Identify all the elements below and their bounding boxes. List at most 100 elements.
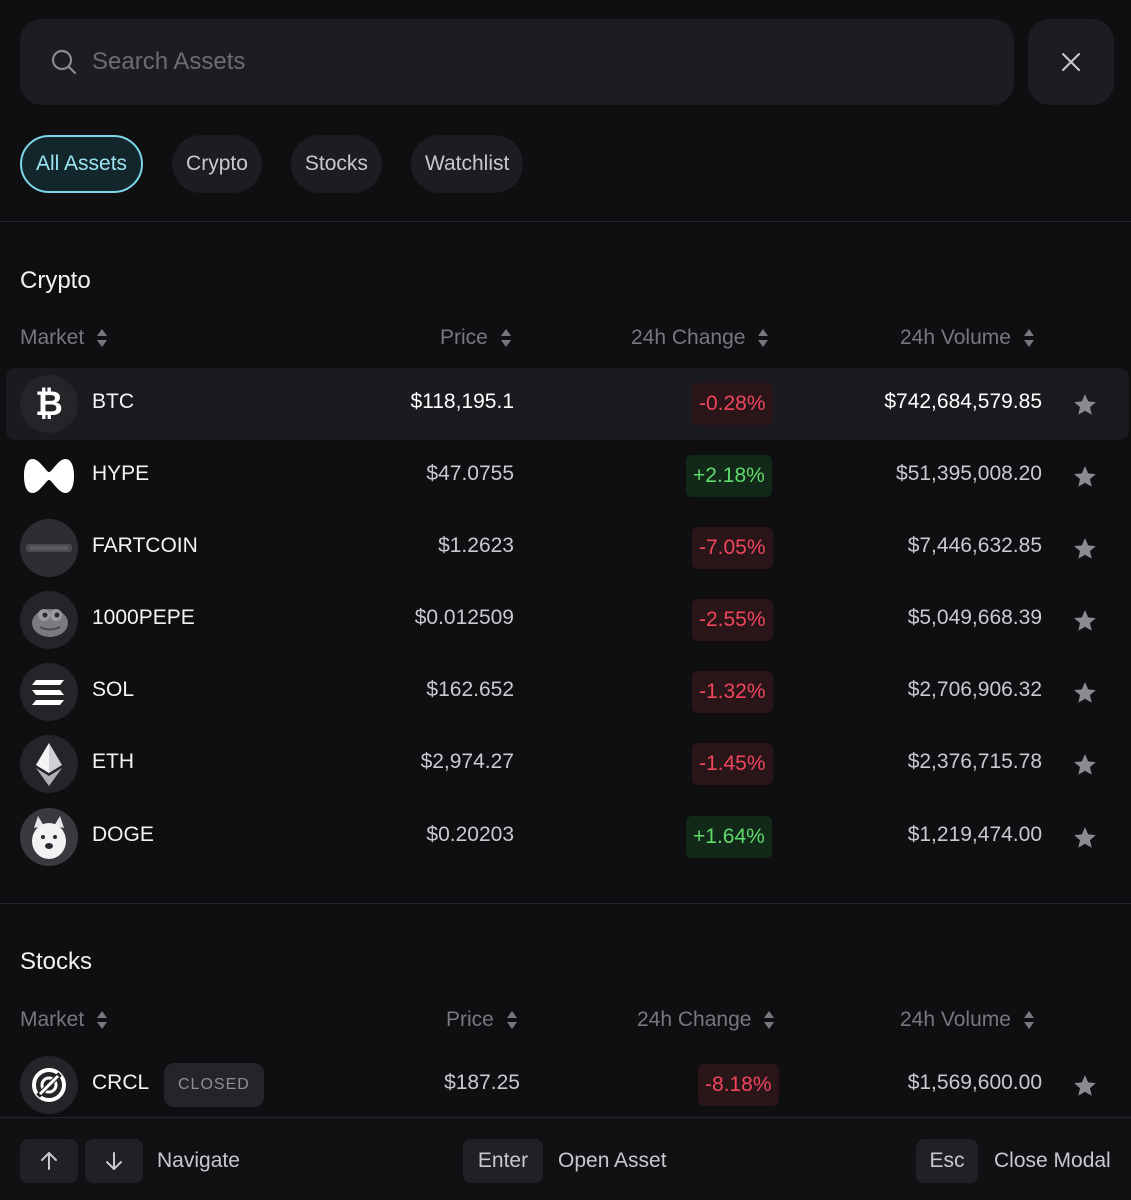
asset-volume: $1,569,600.00 [907, 1071, 1042, 1094]
section-title-crypto: Crypto [20, 267, 91, 294]
star-icon[interactable] [1072, 1073, 1098, 1099]
sort-icon [758, 329, 769, 347]
tab-crypto[interactable]: Crypto [172, 135, 262, 193]
table-row[interactable]: HYPE $47.0755 +2.18% $51,395,008.20 [6, 440, 1129, 512]
change-badge: -7.05% [692, 527, 773, 569]
change-badge: -8.18% [698, 1064, 779, 1106]
pepe-frog-icon [20, 591, 78, 649]
asset-price: $118,195.1 [410, 390, 514, 413]
hype-logo-icon [20, 447, 78, 505]
asset-symbol: CRCL [92, 1071, 150, 1094]
column-header-price[interactable]: Price [440, 326, 512, 350]
asset-price: $162.652 [426, 678, 514, 701]
asset-price: $2,974.27 [420, 750, 514, 773]
search-icon [51, 49, 77, 75]
column-header-label: Price [446, 1008, 494, 1031]
filter-tabs: All Assets Crypto Stocks Watchlist [20, 135, 552, 193]
search-box[interactable] [20, 19, 1014, 105]
change-badge: +1.64% [686, 816, 772, 858]
star-icon[interactable] [1072, 392, 1098, 418]
esc-key[interactable]: Esc [916, 1139, 978, 1183]
bitcoin-icon: ₿ [20, 375, 78, 433]
column-header-label: 24h Volume [900, 1008, 1011, 1031]
asset-price: $187.25 [444, 1071, 520, 1094]
arrow-down-icon [106, 1152, 122, 1170]
asset-volume: $7,446,632.85 [907, 534, 1042, 557]
table-row[interactable]: 1000PEPE $0.012509 -2.55% $5,049,668.39 [6, 584, 1129, 656]
column-header-label: 24h Volume [900, 326, 1011, 349]
asset-symbol: FARTCOIN [92, 534, 198, 557]
column-header-label: Price [440, 326, 488, 349]
divider [0, 221, 1131, 222]
asset-volume: $2,376,715.78 [907, 750, 1042, 773]
sort-icon [506, 1011, 517, 1029]
change-badge: -1.45% [692, 743, 773, 785]
column-header-change[interactable]: 24h Change [637, 1008, 775, 1032]
keyboard-hints-footer: Navigate Enter Open Asset Esc Close Moda… [0, 1117, 1131, 1200]
arrow-down-key[interactable] [85, 1139, 143, 1183]
ethereum-icon [20, 735, 78, 793]
star-icon[interactable] [1072, 680, 1098, 706]
asset-price: $0.012509 [414, 606, 514, 629]
column-header-label: Market [20, 1008, 85, 1031]
enter-key[interactable]: Enter [463, 1139, 543, 1183]
doge-dog-icon [20, 808, 78, 866]
solana-icon [20, 663, 78, 721]
column-header-market[interactable]: Market [20, 326, 108, 350]
svg-text:₿: ₿ [35, 385, 63, 423]
star-icon[interactable] [1072, 536, 1098, 562]
arrow-up-key[interactable] [20, 1139, 78, 1183]
table-row[interactable]: ETH $2,974.27 -1.45% $2,376,715.78 [6, 728, 1129, 800]
asset-volume: $1,219,474.00 [907, 823, 1042, 846]
circle-logo-icon [20, 1056, 78, 1114]
column-header-volume[interactable]: 24h Volume [900, 326, 1035, 350]
fartcoin-logo-icon [20, 519, 78, 577]
close-button[interactable] [1028, 19, 1114, 105]
asset-price: $0.20203 [426, 823, 514, 846]
change-badge: -1.32% [692, 671, 773, 713]
sort-icon [97, 1011, 108, 1029]
asset-volume: $5,049,668.39 [907, 606, 1042, 629]
asset-price: $47.0755 [426, 462, 514, 485]
table-row[interactable]: SOL $162.652 -1.32% $2,706,906.32 [6, 656, 1129, 728]
section-title-stocks: Stocks [20, 948, 93, 975]
column-header-market[interactable]: Market [20, 1008, 108, 1032]
asset-symbol: SOL [92, 678, 135, 701]
divider [0, 903, 1131, 904]
star-icon[interactable] [1072, 752, 1098, 778]
table-row[interactable]: CRCL CLOSED $187.25 -8.18% $1,569,600.00 [6, 1049, 1129, 1121]
column-header-label: 24h Change [637, 1008, 752, 1031]
star-icon[interactable] [1072, 608, 1098, 634]
change-badge: -2.55% [692, 599, 773, 641]
sort-icon [1023, 329, 1034, 347]
column-header-label: 24h Change [631, 326, 746, 349]
table-row[interactable]: FARTCOIN $1.2623 -7.05% $7,446,632.85 [6, 512, 1129, 584]
table-row[interactable]: DOGE $0.20203 +1.64% $1,219,474.00 [6, 801, 1129, 873]
change-badge: -0.28% [692, 383, 773, 425]
asset-symbol: ETH [92, 750, 134, 773]
star-icon[interactable] [1072, 464, 1098, 490]
close-modal-label: Close Modal [994, 1149, 1111, 1172]
tab-all-assets[interactable]: All Assets [20, 135, 144, 193]
navigate-label: Navigate [157, 1149, 240, 1172]
column-header-label: Market [20, 326, 85, 349]
column-header-volume[interactable]: 24h Volume [900, 1008, 1035, 1032]
column-header-price[interactable]: Price [446, 1008, 518, 1032]
search-input[interactable] [92, 39, 972, 85]
change-badge: +2.18% [686, 455, 772, 497]
close-icon [1062, 53, 1080, 71]
asset-volume: $742,684,579.85 [884, 390, 1042, 413]
asset-symbol: 1000PEPE [92, 606, 195, 629]
sort-icon [97, 329, 108, 347]
tab-stocks[interactable]: Stocks [290, 135, 382, 193]
tab-watchlist[interactable]: Watchlist [410, 135, 524, 193]
sort-icon [1023, 1011, 1034, 1029]
column-header-change[interactable]: 24h Change [631, 326, 769, 350]
asset-volume: $2,706,906.32 [907, 678, 1042, 701]
open-asset-label: Open Asset [558, 1149, 667, 1172]
market-closed-badge: CLOSED [164, 1063, 264, 1107]
sort-icon [764, 1011, 775, 1029]
table-row[interactable]: ₿ BTC $118,195.1 -0.28% $742,684,579.85 [6, 368, 1129, 440]
sort-icon [500, 329, 511, 347]
star-icon[interactable] [1072, 825, 1098, 851]
